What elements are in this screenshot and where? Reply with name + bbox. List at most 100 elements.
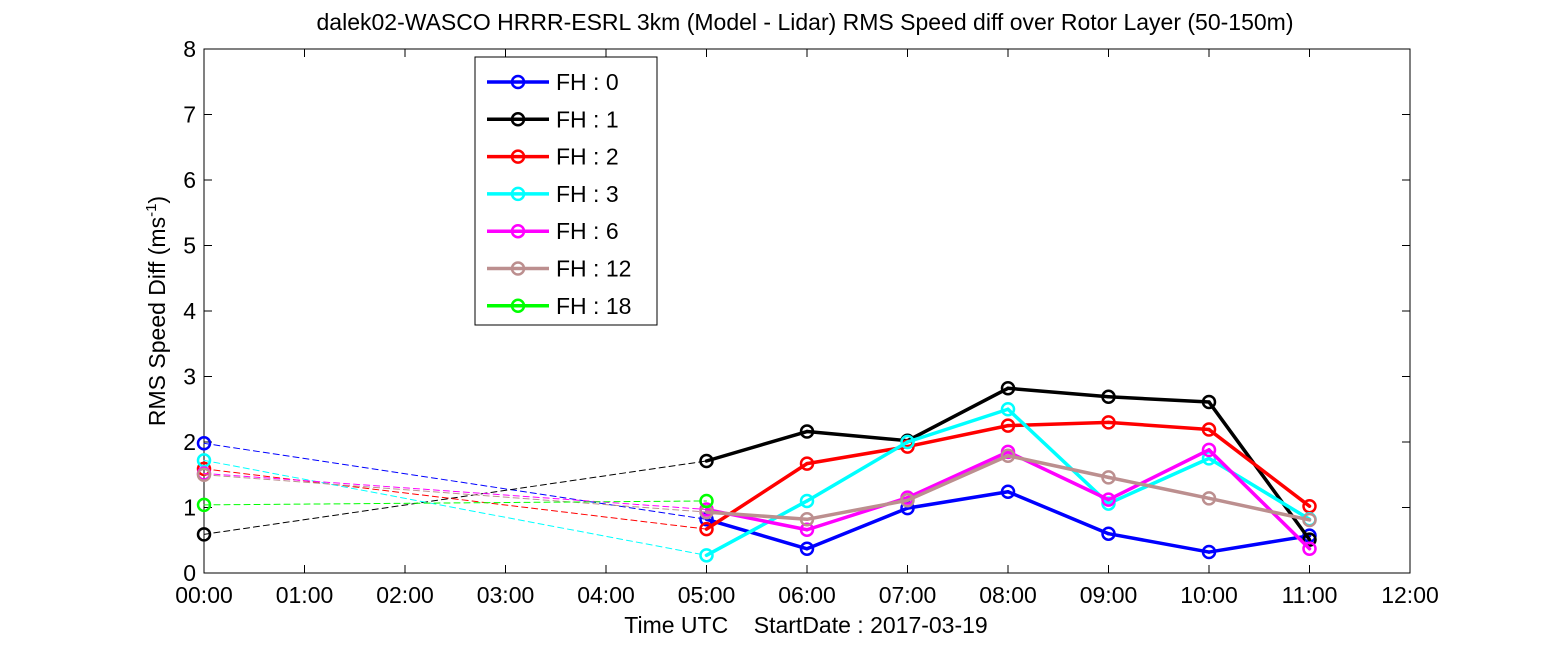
series-line-segment xyxy=(1006,454,1111,480)
data-point xyxy=(1000,381,1016,396)
series-line-segment xyxy=(1006,407,1111,506)
series-gap-segment xyxy=(203,468,707,530)
y-tick-label: 7 xyxy=(183,102,196,128)
series-line-segment xyxy=(704,510,809,522)
data-point xyxy=(1302,541,1317,557)
data-point xyxy=(1101,389,1116,405)
series-line-segment xyxy=(1106,420,1211,432)
data-point xyxy=(799,493,815,509)
data-point xyxy=(1101,526,1116,541)
series xyxy=(196,436,1317,560)
data-point xyxy=(1302,512,1317,528)
data-point xyxy=(1101,492,1116,507)
data-point xyxy=(699,548,714,563)
x-tick-label: 04:00 xyxy=(577,582,635,608)
axis-ticks: 00:00 01:00 02:00 03:00 04:00 05:00 06:00 07:00… xyxy=(175,36,1439,608)
series-line-segment xyxy=(1106,531,1211,554)
data-point xyxy=(799,456,815,471)
x-tick-label: 00:00 xyxy=(175,582,233,608)
legend-marker xyxy=(510,223,526,239)
series-line-segment xyxy=(1106,395,1211,404)
series-line-segment xyxy=(905,454,1010,503)
series xyxy=(196,493,714,513)
series xyxy=(196,415,1317,537)
series xyxy=(196,381,1317,547)
series-line-segment xyxy=(905,450,1010,500)
series-line-segment xyxy=(805,506,910,551)
series-line-segment xyxy=(905,407,1010,444)
chart-title: dalek02-WASCO HRRR-ESRL 3km (Model - Lid… xyxy=(317,9,1294,35)
series-line-segment xyxy=(805,429,910,443)
x-tick-label: 07:00 xyxy=(879,582,937,608)
data-point xyxy=(699,453,714,469)
y-axis-label-superscript: -1 xyxy=(143,204,160,217)
series-line-segment xyxy=(1106,475,1211,501)
x-tick-label: 01:00 xyxy=(276,582,334,608)
data-point xyxy=(1101,415,1116,430)
series-line-segment xyxy=(805,444,910,466)
data-point xyxy=(1000,418,1016,433)
x-tick-label: 09:00 xyxy=(1080,582,1138,608)
legend-label: FH : 6 xyxy=(556,218,619,244)
data-point xyxy=(1201,442,1217,458)
x-tick-label: 05:00 xyxy=(678,582,736,608)
series-line-segment xyxy=(905,490,1010,510)
data-point xyxy=(1201,394,1217,410)
data-point xyxy=(196,527,212,542)
data-point xyxy=(1201,422,1217,437)
legend-marker xyxy=(510,74,526,90)
data-point xyxy=(900,434,915,450)
x-tick-label: 02:00 xyxy=(376,582,434,608)
series-line-segment xyxy=(1207,496,1312,522)
series-gap-segment xyxy=(203,474,707,513)
data-point xyxy=(196,467,212,482)
x-tick-label: 10:00 xyxy=(1180,582,1238,608)
series-line-segment xyxy=(1207,533,1312,554)
y-axis-label-main: RMS Speed Diff (ms xyxy=(144,217,170,426)
x-tick-label: 11:00 xyxy=(1282,582,1338,608)
data-point xyxy=(1000,484,1016,500)
y-axis-label-close: ) xyxy=(144,196,170,204)
data-point xyxy=(699,521,714,537)
data-point xyxy=(196,436,212,451)
y-axis-label: RMS Speed Diff (ms-1) xyxy=(143,196,170,426)
series-line-segment xyxy=(704,461,809,531)
y-tick-label: 1 xyxy=(183,495,196,521)
data-point xyxy=(699,493,714,509)
legend-marker xyxy=(510,186,526,202)
data-point xyxy=(1000,448,1016,464)
data-point xyxy=(1201,491,1217,506)
y-tick-label: 6 xyxy=(183,167,196,193)
series-gap-segment xyxy=(203,472,707,510)
data-point xyxy=(1000,402,1016,417)
series-line-segment xyxy=(704,429,809,463)
legend-marker xyxy=(510,149,526,164)
y-tick-label: 3 xyxy=(183,364,196,390)
y-tick-label: 8 xyxy=(183,36,196,62)
series-line-segment xyxy=(1207,448,1312,551)
data-point xyxy=(799,522,815,538)
series-line-segment xyxy=(704,517,809,551)
data-point xyxy=(1201,451,1217,466)
series-line-segment xyxy=(1006,386,1111,399)
series-gap-segment xyxy=(203,500,707,506)
data-point xyxy=(799,541,815,557)
x-tick-label: 08:00 xyxy=(979,582,1037,608)
y-tick-label: 0 xyxy=(183,560,196,586)
data-point xyxy=(799,512,815,527)
y-tick-label: 2 xyxy=(183,429,196,455)
x-axis-label: Time UTC StartDate : 2017-03-19 xyxy=(624,612,987,638)
x-tick-label: 06:00 xyxy=(778,582,836,608)
series-line-segment xyxy=(1106,448,1211,502)
series-line-segment xyxy=(1106,456,1211,506)
legend-label: FH : 18 xyxy=(556,293,631,319)
legend-box xyxy=(474,56,658,326)
series-line-segment xyxy=(905,386,1010,443)
series-gap-segment xyxy=(203,460,707,535)
series-line-segment xyxy=(1207,427,1312,508)
series-line-segment xyxy=(905,423,1010,449)
data-point xyxy=(900,493,915,508)
series-gap-segment xyxy=(203,459,707,556)
